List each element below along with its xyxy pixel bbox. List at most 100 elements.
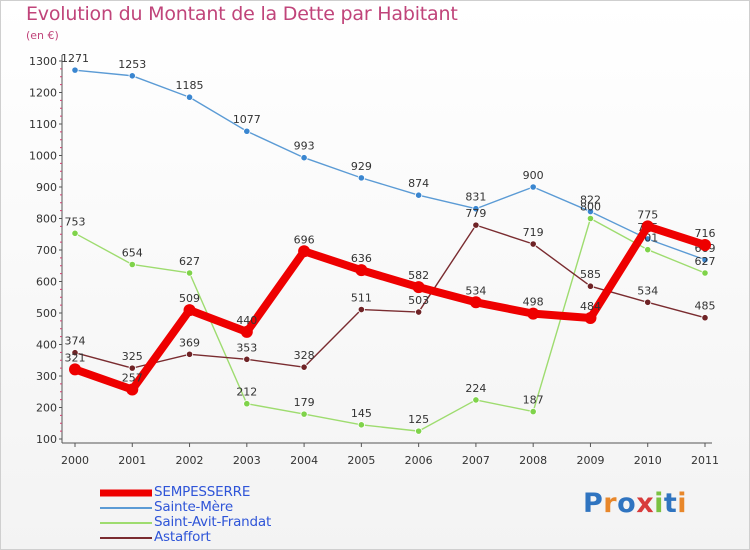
data-point (586, 282, 595, 290)
y-tick-label: 100 (36, 433, 57, 446)
data-point (412, 281, 425, 294)
data-point (240, 325, 253, 338)
x-tick-label: 2003 (233, 454, 261, 467)
data-label: 1271 (61, 52, 89, 65)
data-label: 753 (65, 215, 86, 228)
data-point (71, 229, 79, 237)
data-label: 627 (179, 255, 200, 268)
data-label: 325 (122, 350, 143, 363)
legend-label-saint-avit-frandat: Saint-Avit-Frandat (154, 514, 272, 530)
data-point (469, 296, 482, 309)
data-label: 374 (65, 335, 86, 348)
data-label: 716 (695, 227, 716, 240)
data-label: 696 (294, 233, 315, 246)
data-label: 627 (695, 255, 716, 268)
data-label: 779 (465, 207, 486, 220)
data-label: 831 (465, 191, 486, 204)
y-tick-label: 500 (36, 307, 57, 320)
data-label: 800 (580, 201, 601, 214)
data-label: 1185 (176, 79, 204, 92)
data-label: 775 (637, 208, 658, 221)
series-line-astaffort (74, 224, 706, 369)
x-tick-label: 2002 (176, 454, 204, 467)
data-label: 257 (122, 372, 143, 385)
data-label: 353 (236, 341, 257, 354)
x-tick-label: 2008 (519, 454, 547, 467)
y-tick-label: 700 (36, 244, 57, 257)
data-point (699, 238, 711, 251)
data-point (298, 245, 311, 258)
data-point (355, 264, 368, 277)
data-point (243, 355, 251, 363)
data-label: 125 (408, 413, 429, 426)
data-point (185, 93, 194, 101)
chart-title: Evolution du Montant de la Dette par Hab… (26, 3, 458, 25)
data-label: 585 (580, 268, 601, 281)
data-point (529, 183, 537, 191)
y-tick-label: 1100 (29, 118, 57, 131)
x-tick-label: 2010 (634, 454, 662, 467)
data-label: 636 (351, 252, 372, 265)
data-point (300, 410, 308, 418)
series-astaffort: 374 325 369 353 328 511 503 779 719 585 534 485 (65, 207, 716, 372)
x-tick-label: 2007 (462, 454, 490, 467)
data-point (701, 256, 709, 264)
data-label: 369 (179, 336, 200, 349)
y-tick-label: 900 (36, 181, 57, 194)
data-label: 212 (236, 386, 257, 399)
data-label: 582 (408, 269, 429, 282)
y-tick-label: 300 (36, 370, 57, 383)
data-point (415, 191, 423, 199)
data-point (527, 307, 540, 320)
data-point (644, 246, 652, 254)
legend-label-sainte-mere: Sainte-Mère (154, 499, 233, 515)
x-tick-label: 2011 (691, 454, 719, 467)
data-label: 145 (351, 407, 372, 420)
data-point (701, 314, 709, 322)
y-tick-label: 1300 (29, 55, 57, 68)
y-tick-label: 1200 (29, 87, 57, 100)
data-label: 440 (236, 314, 257, 327)
data-label: 224 (465, 382, 486, 395)
data-point (126, 383, 139, 396)
data-point (529, 240, 537, 248)
proxiti-logo: Proxiti (583, 488, 688, 519)
data-point (415, 308, 423, 316)
data-point (300, 154, 308, 162)
data-label: 534 (637, 284, 658, 297)
data-label: 719 (523, 226, 544, 239)
x-tick-label: 2005 (347, 454, 375, 467)
y-tick-label: 800 (36, 213, 57, 226)
data-label: 654 (122, 246, 143, 259)
series-sempesserre: 321 257 509 440 696 636 582 534 498 484 775 716 (65, 208, 716, 396)
legend-label-astaffort: Astaffort (154, 529, 211, 545)
series-line-saint-avit-frandat (74, 217, 706, 432)
y-tick-label: 600 (36, 276, 57, 289)
data-label: 511 (351, 292, 372, 305)
data-point (300, 363, 308, 371)
data-point (357, 174, 365, 182)
data-label: 993 (294, 140, 315, 153)
data-point (243, 400, 251, 408)
data-point (71, 66, 79, 74)
data-point (185, 269, 194, 277)
data-label: 321 (65, 351, 86, 364)
series-sainte-mere: 1271125311851077993929874831900822735669 (61, 52, 716, 264)
x-tick-label: 2009 (576, 454, 604, 467)
data-label: 822 (580, 194, 601, 207)
x-tick-label: 2001 (118, 454, 146, 467)
legend-label-sempesserre: SEMPESSERRE (154, 484, 251, 500)
data-point (472, 205, 480, 213)
data-point (584, 312, 597, 325)
x-tick-label: 2006 (405, 454, 433, 467)
data-label: 1077 (233, 113, 261, 126)
data-point (415, 427, 423, 435)
data-label: 187 (523, 394, 544, 407)
data-point (529, 407, 537, 416)
data-label: 900 (523, 169, 544, 182)
data-label: 484 (580, 300, 601, 313)
y-tick-label: 400 (36, 339, 57, 352)
data-label: 1253 (118, 58, 146, 71)
